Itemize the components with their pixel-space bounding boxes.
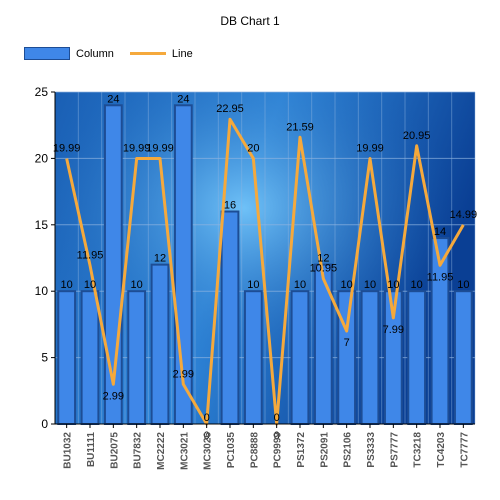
- x-tick-label: BU2075: [109, 432, 120, 469]
- line-data-label: 19.99: [356, 143, 384, 155]
- column-bar: [337, 290, 357, 426]
- line-data-label: 7: [344, 337, 350, 349]
- column-bar: [150, 263, 170, 426]
- x-tick-label: TC4203: [436, 432, 447, 468]
- x-tick-label: MC2222: [156, 432, 167, 470]
- line-data-label: 20.95: [403, 130, 431, 142]
- line-data-labels: 19.9911.952.9919.9919.992.99022.9520021.…: [53, 103, 477, 442]
- column-bar: [127, 290, 147, 426]
- line-data-label: 21.59: [286, 121, 314, 133]
- column-bar: [407, 290, 427, 426]
- y-tick-label: 15: [35, 218, 49, 232]
- axes: [54, 92, 475, 425]
- column-data-label: 0: [204, 412, 210, 424]
- x-tick-label: PS2106: [343, 432, 354, 468]
- column-bar: [290, 290, 310, 426]
- column-data-label: 12: [154, 253, 166, 265]
- line-data-label: 19.99: [123, 143, 151, 155]
- line-data-label: 2.99: [173, 368, 194, 380]
- column-bar: [57, 290, 77, 426]
- legend-label-column: Column: [76, 47, 114, 60]
- y-tick-label: 20: [35, 151, 49, 165]
- line-data-label: 0: [204, 430, 210, 442]
- column-bar: [220, 210, 240, 425]
- chart-title: DB Chart 1: [220, 14, 280, 28]
- column-data-label: 12: [317, 253, 329, 265]
- column-data-label: 10: [411, 279, 423, 291]
- legend-label-line: Line: [171, 47, 193, 60]
- y-tick-label: 0: [41, 417, 48, 431]
- x-tick-label: BU7832: [133, 432, 144, 469]
- x-tick-label: PC9999: [273, 432, 284, 469]
- line-data-label: 19.99: [146, 143, 174, 155]
- column-data-labels: 10 10 24 10 12 24 0 16 10 0 10 12 10 10 10 10 14 10: [61, 93, 470, 424]
- column-data-label: 0: [274, 412, 280, 424]
- x-axis-ticks: BU1032 BU1111 BU2075 BU7832 MC2222 MC3021 MC30…: [63, 424, 470, 470]
- line-data-label: 10.95: [310, 263, 338, 275]
- legend-swatch-line: [129, 52, 166, 55]
- column-data-label: 10: [364, 279, 376, 291]
- line-data-label: 20: [247, 142, 259, 154]
- column-data-label: 24: [107, 93, 119, 105]
- column-data-label: 10: [84, 279, 96, 291]
- x-tick-label: TC7777: [459, 432, 470, 468]
- legend-item-column: Column: [24, 47, 114, 60]
- line-series: [65, 117, 465, 426]
- legend-item-line: Line: [129, 47, 193, 60]
- y-tick-label: 10: [35, 284, 49, 298]
- line-data-label: 19.99: [53, 143, 81, 155]
- column-bar: [80, 290, 100, 426]
- column-data-label: 10: [387, 279, 399, 291]
- column-data-label: 10: [341, 279, 353, 291]
- x-tick-label: MC3026: [203, 432, 214, 470]
- x-tick-label: PC8888: [249, 432, 260, 469]
- column-data-label: 10: [294, 279, 306, 291]
- x-tick-label: TC3218: [413, 432, 424, 468]
- column-data-label: 14: [434, 226, 446, 238]
- line-data-label: 11.95: [427, 271, 454, 283]
- x-tick-label: PS2091: [319, 432, 330, 468]
- line-data-label: 11.95: [77, 249, 104, 261]
- line-data-label: 14.99: [450, 209, 478, 221]
- x-tick-label: PC1035: [226, 432, 237, 469]
- column-data-label: 16: [224, 200, 236, 212]
- y-axis-ticks: 0 5 10 15 20 25: [35, 85, 55, 431]
- x-tick-label: BU1111: [86, 432, 97, 467]
- y-tick-label: 25: [35, 85, 49, 99]
- column-data-label: 10: [247, 279, 259, 291]
- x-tick-label: PS3333: [366, 432, 377, 468]
- column-bar: [243, 290, 263, 426]
- x-tick-label: MC3021: [179, 432, 190, 470]
- gridlines: [54, 91, 476, 425]
- line-data-label: 0: [274, 430, 280, 442]
- legend-swatch-column: [24, 47, 70, 60]
- column-data-label: 10: [61, 279, 73, 291]
- column-bar: [360, 290, 380, 426]
- x-tick-label: BU1032: [63, 432, 74, 469]
- plot-background: [55, 92, 475, 424]
- line-series-path: [65, 117, 465, 426]
- y-tick-label: 5: [41, 351, 48, 365]
- chart-legend: Column Line: [24, 47, 209, 60]
- column-data-label: 24: [177, 93, 189, 105]
- column-bar: [453, 290, 473, 426]
- line-data-label: 2.99: [103, 390, 124, 402]
- x-tick-label: PS7777: [389, 432, 400, 468]
- x-tick-label: PS1372: [296, 432, 307, 468]
- line-data-label: 22.95: [216, 103, 244, 115]
- column-data-label: 10: [131, 279, 143, 291]
- column-data-label: 10: [457, 279, 469, 291]
- line-data-label: 7.99: [383, 324, 404, 336]
